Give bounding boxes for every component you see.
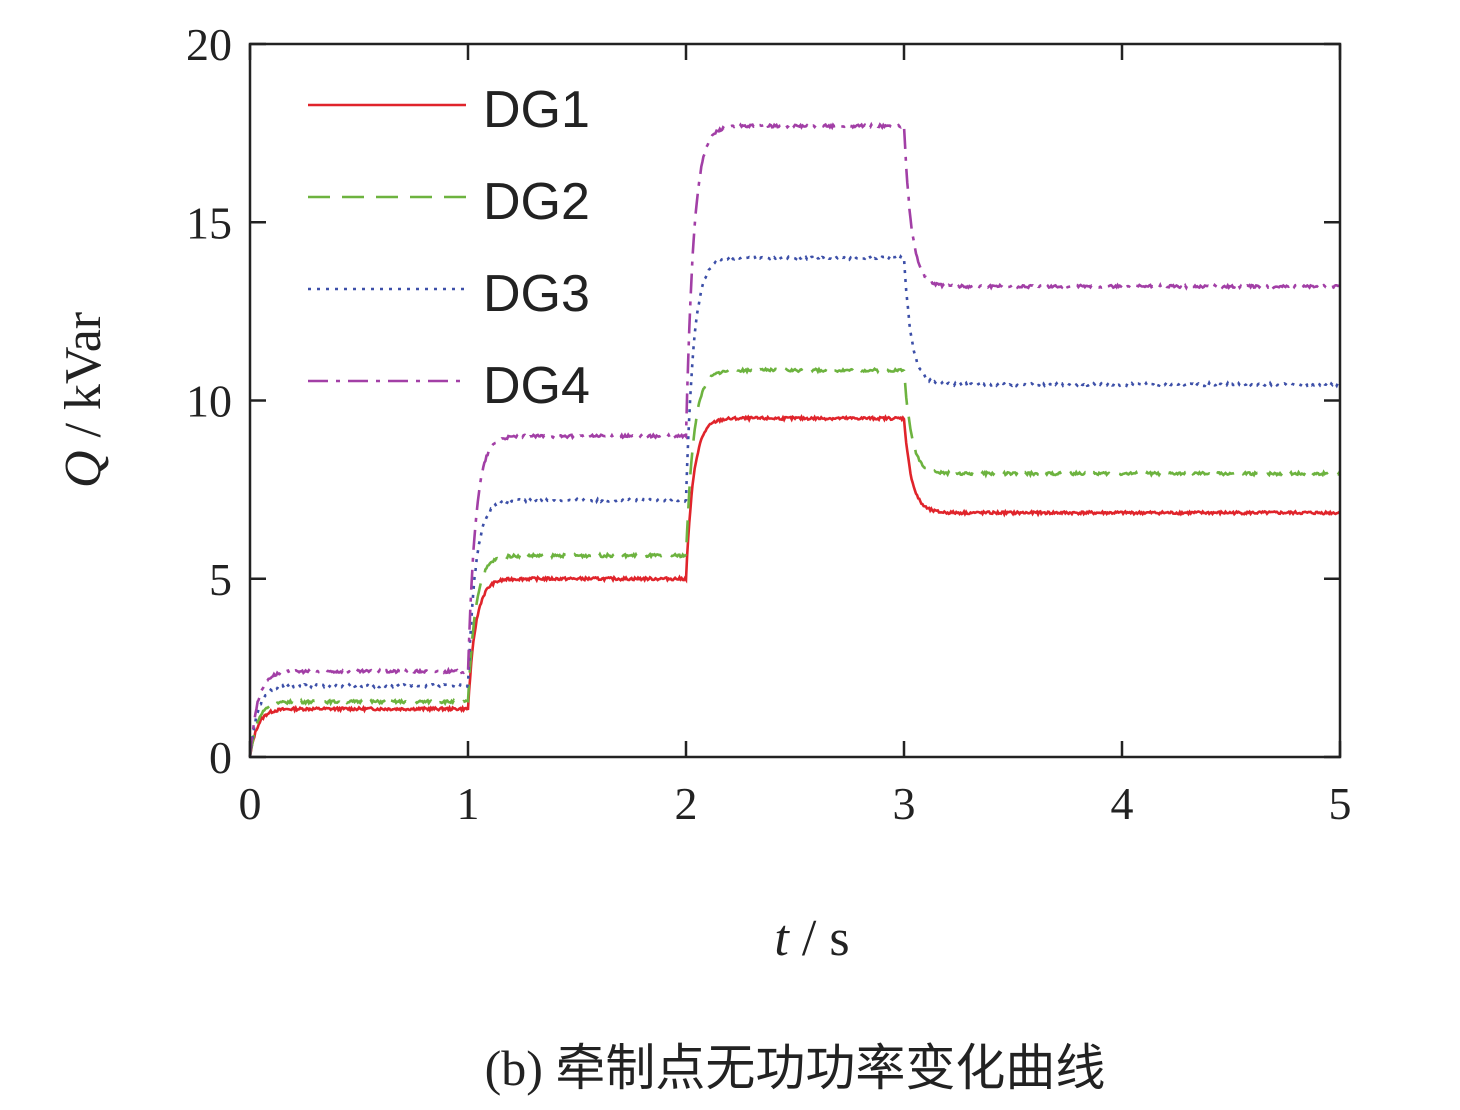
series-line-dg3 [248,253,1340,758]
legend-label: DG3 [483,265,590,323]
y-tick-label: 5 [209,554,232,605]
y-axis-label: Q / kVar [55,312,112,488]
y-tick-label: 0 [209,732,232,783]
x-tick-label: 1 [457,778,480,829]
y-tick-label: 15 [186,197,232,248]
series-line-dg1 [248,413,1341,757]
series-line-dg2 [248,365,1342,757]
legend: DG1 DG2 DG3 DG4 [308,81,590,415]
figure-caption: (b) 牵制点无功功率变化曲线 [485,1040,1106,1096]
legend-label: DG1 [483,81,590,139]
x-tick-label: 0 [239,778,262,829]
x-tick-label: 5 [1329,778,1352,829]
x-tick-label: 2 [675,778,698,829]
legend-label: DG2 [483,173,590,231]
y-tick-label: 20 [186,19,232,70]
x-axis-label: t / s [774,910,849,967]
y-tick-label: 10 [186,376,232,427]
series-layer [248,121,1342,758]
x-tick-label: 3 [893,778,916,829]
ticks-layer: 0 1 2 3 4 5 0 5 10 15 20 [186,19,1352,829]
series-line-dg4 [248,121,1341,758]
x-tick-label: 4 [1111,778,1134,829]
legend-label: DG4 [483,357,590,415]
plot-frame [248,42,1342,759]
